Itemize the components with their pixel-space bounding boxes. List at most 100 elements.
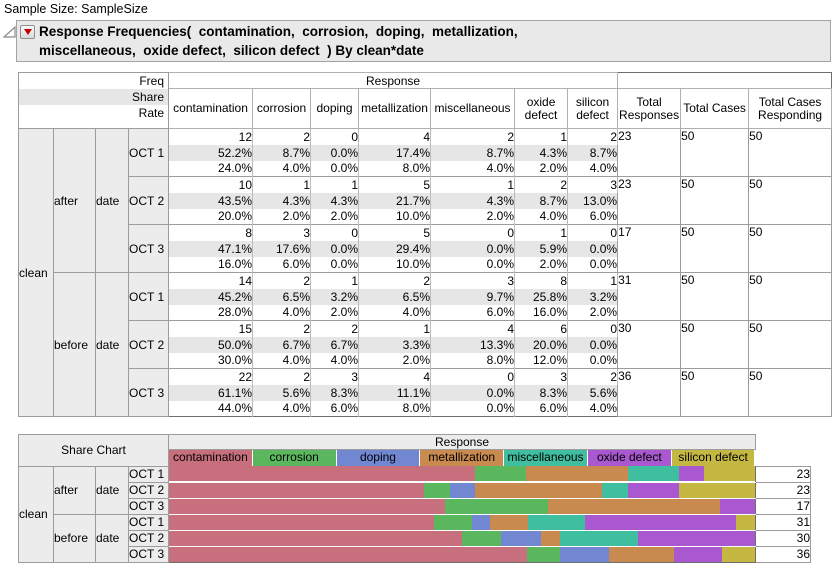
freq-cell: 1 — [310, 176, 360, 193]
freq-cell: 3 — [252, 224, 312, 241]
bar-segment-contamination[interactable] — [169, 530, 463, 545]
freq-cell: 15 — [168, 320, 254, 337]
freq-cell: 2 — [252, 368, 312, 385]
bar-segment-contamination[interactable] — [169, 498, 446, 513]
bar-segment-oxide-defect[interactable] — [637, 530, 755, 545]
bar-segment-metallization[interactable] — [474, 482, 603, 497]
disclosure-triangle-icon[interactable] — [2, 25, 16, 38]
report-title-line1: Response Frequencies( contamination, cor… — [39, 24, 518, 39]
share-chart-title: Share Chart — [17, 434, 170, 467]
bar-segment-corrosion[interactable] — [445, 498, 549, 513]
share-chart-table: Share Chart Response contamination corros… — [17, 434, 812, 563]
share-bar-row — [168, 546, 757, 563]
bar-segment-oxide-defect[interactable] — [585, 514, 737, 529]
total-responses-cell: 36 — [617, 368, 682, 417]
row-label-oct-1: OCT 1 — [127, 465, 170, 483]
rate-cell: 30.0% — [168, 352, 254, 369]
legend-oxide-defect[interactable]: oxide defect — [587, 450, 672, 466]
row-label-oct-2: OCT 2 — [127, 320, 170, 369]
freq-cell: 4 — [358, 368, 432, 385]
legend-metallization[interactable]: metallization — [420, 450, 505, 466]
bar-segment-corrosion[interactable] — [474, 466, 526, 481]
bar-segment-metallization[interactable] — [608, 546, 674, 561]
total-responses-cell: 31 — [617, 272, 682, 321]
freq-cell: 0 — [430, 368, 516, 385]
share-cell: 52.2% — [168, 144, 254, 161]
legend-doping[interactable]: doping — [336, 450, 421, 466]
rate-cell: 16.0% — [168, 256, 254, 273]
rate-cell: 0.0% — [310, 256, 360, 273]
bar-segment-corrosion[interactable] — [527, 546, 560, 561]
share-cell: 8.7% — [430, 144, 516, 161]
rate-cell: 4.0% — [252, 400, 312, 417]
rate-cell: 4.0% — [358, 304, 432, 321]
row-label-clean: clean — [18, 465, 54, 563]
bar-segment-oxide-defect[interactable] — [627, 482, 679, 497]
rate-cell: 8.0% — [430, 352, 516, 369]
share-cell: 3.3% — [358, 336, 432, 353]
row-label-clean: clean — [18, 128, 54, 417]
freq-cell: 2 — [252, 272, 312, 289]
row-label-before: before — [53, 513, 96, 563]
share-cell: 43.5% — [168, 192, 254, 209]
bar-segment-miscellaneous[interactable] — [602, 482, 628, 497]
bar-segment-oxide-defect[interactable] — [678, 466, 705, 481]
outline-title-bar: Response Frequencies( contamination, cor… — [16, 20, 831, 62]
row-label-date: date — [95, 128, 129, 273]
bar-segment-doping[interactable] — [559, 546, 609, 561]
bar-segment-silicon-defect[interactable] — [704, 466, 755, 481]
column-header-total-responses: Total Responses — [617, 88, 682, 129]
bar-segment-oxide-defect[interactable] — [720, 498, 755, 513]
share-cell: 4.3% — [514, 144, 569, 161]
share-cell: 6.5% — [358, 288, 432, 305]
bar-segment-oxide-defect[interactable] — [673, 546, 723, 561]
freq-cell: 1 — [358, 320, 432, 337]
bar-segment-silicon-defect[interactable] — [736, 514, 755, 529]
total-cases-cell: 50 — [680, 176, 750, 225]
bar-segment-contamination[interactable] — [169, 482, 425, 497]
bar-segment-doping[interactable] — [471, 514, 491, 529]
bar-segment-miscellaneous[interactable] — [528, 514, 586, 529]
legend-miscellaneous[interactable]: miscellaneous — [504, 450, 588, 466]
bar-segment-corrosion[interactable] — [424, 482, 450, 497]
share-cell: 25.8% — [514, 288, 569, 305]
legend-corrosion[interactable]: corrosion — [252, 450, 337, 466]
rate-cell: 12.0% — [514, 352, 569, 369]
share-cell: 29.4% — [358, 240, 432, 257]
rate-cell: 10.0% — [358, 256, 432, 273]
red-triangle-menu-button[interactable] — [20, 25, 35, 39]
bar-segment-metallization[interactable] — [525, 466, 628, 481]
legend-silicon-defect[interactable]: silicon defect — [671, 450, 756, 466]
bar-segment-silicon-defect[interactable] — [722, 546, 755, 561]
bar-segment-contamination[interactable] — [169, 514, 434, 529]
bar-segment-corrosion[interactable] — [462, 530, 502, 545]
bar-segment-contamination[interactable] — [169, 546, 528, 561]
share-cell: 47.1% — [168, 240, 254, 257]
bar-segment-corrosion[interactable] — [433, 514, 472, 529]
row-label-oct-2: OCT 2 — [127, 529, 170, 547]
row-label-oct-3: OCT 3 — [127, 545, 170, 563]
freq-cell: 5 — [358, 224, 432, 241]
bar-segment-metallization[interactable] — [540, 530, 560, 545]
rate-cell: 2.0% — [567, 304, 619, 321]
legend-contamination[interactable]: contamination — [169, 450, 253, 466]
bar-segment-metallization[interactable] — [548, 498, 721, 513]
response-span-header: Response — [168, 72, 619, 89]
bar-segment-miscellaneous[interactable] — [627, 466, 679, 481]
bar-segment-contamination[interactable] — [169, 466, 475, 481]
bar-segment-doping[interactable] — [449, 482, 475, 497]
bar-segment-doping[interactable] — [501, 530, 541, 545]
column-header-total-cases: Total Cases — [680, 88, 750, 129]
rate-cell: 24.0% — [168, 160, 254, 177]
share-cell: 0.0% — [310, 144, 360, 161]
bar-segment-silicon-defect[interactable] — [678, 482, 755, 497]
share-bar-row — [168, 498, 757, 515]
total-cases-responding-cell: 50 — [748, 224, 833, 273]
bar-segment-metallization[interactable] — [490, 514, 529, 529]
rate-cell: 0.0% — [567, 256, 619, 273]
bar-segment-miscellaneous[interactable] — [559, 530, 638, 545]
share-cell: 0.0% — [430, 384, 516, 401]
freq-cell: 3 — [567, 176, 619, 193]
rate-cell: 0.0% — [430, 400, 516, 417]
